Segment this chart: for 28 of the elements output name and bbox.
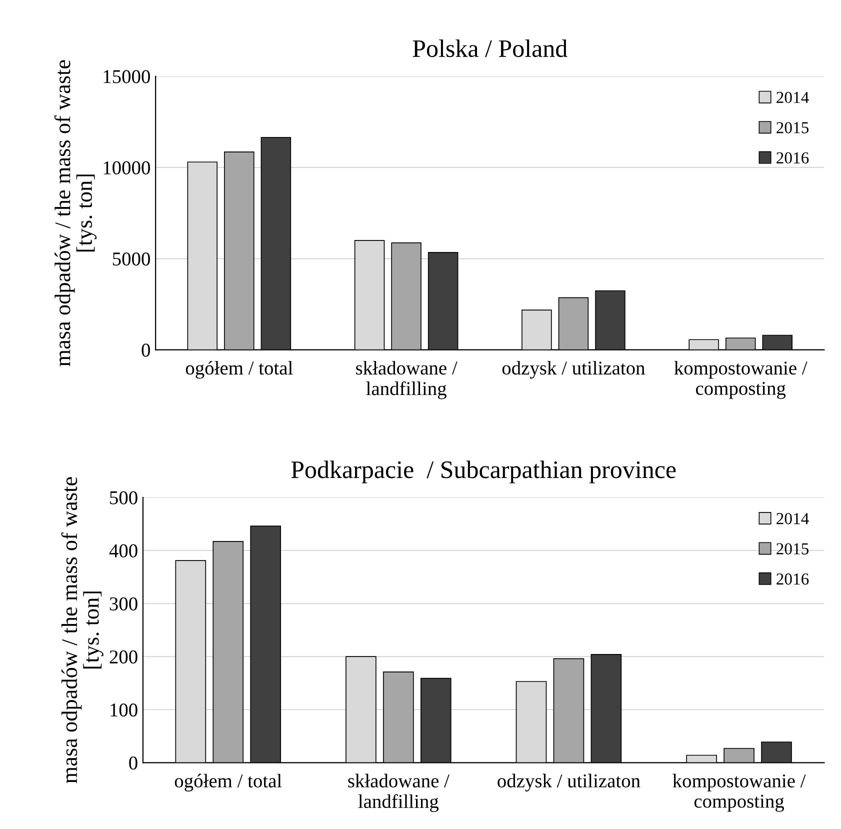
y-tick-label: 10000	[104, 161, 150, 174]
y-axis-title: masa odpadów / the mass of waste [tys. ton]	[54, 60, 97, 366]
y-tick-label: 0	[129, 756, 138, 770]
y-tick-label: 500	[110, 491, 138, 504]
legend-label: 2014	[776, 512, 809, 524]
y-axis-title: masa odpadów / the mass of waste [tys. ton]	[61, 477, 104, 784]
y-tick-label: 300	[110, 597, 138, 610]
y-tick-label: 100	[110, 703, 138, 717]
legend-label: 2016	[776, 152, 809, 164]
y-tick-label: 200	[110, 650, 138, 664]
x-tick-label: odzysk / utilizaton	[498, 774, 640, 792]
x-tick-label: ogółem / total	[174, 774, 282, 792]
x-tick-label: odzysk / utilizaton	[502, 360, 645, 379]
x-tick-label: ogółem / total	[186, 360, 293, 379]
legend-label: 2015	[776, 122, 809, 134]
y-tick-label: 400	[109, 544, 138, 558]
x-tick-label: składowane / landfilling	[348, 774, 450, 812]
chart-title: Polska / Poland	[412, 39, 568, 58]
y-tick-label: 0	[142, 344, 150, 357]
legend-label: 2016	[776, 573, 809, 585]
legend-label: 2014	[776, 92, 809, 104]
x-tick-label: kompostowanie / composting	[674, 360, 808, 399]
legend-label: 2015	[776, 543, 809, 554]
x-tick-label: kompostowanie / composting	[672, 774, 806, 812]
y-tick-label: 15000	[104, 70, 150, 84]
y-tick-label: 5000	[112, 252, 150, 266]
x-tick-label: składowane / landfilling	[356, 360, 458, 400]
chart-title: Podkarpacie / Subcarpathian province	[291, 460, 676, 484]
